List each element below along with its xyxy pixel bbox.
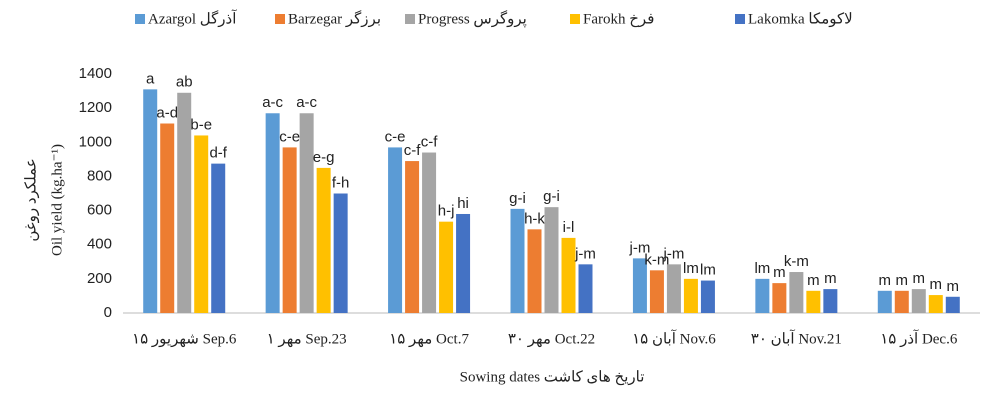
legend-label: Azargol آذرگل <box>148 9 237 27</box>
bar <box>649 270 664 313</box>
legend-label: Progress پروگرس <box>418 9 527 27</box>
x-tick-label: ۱ مهر Sep.23 <box>267 331 347 347</box>
y-tick-label: 400 <box>87 236 112 253</box>
bar-letter: a-c <box>262 94 283 111</box>
bar-letter: m <box>879 272 892 289</box>
bar-letter: g-i <box>543 188 560 205</box>
y-tick-label: 800 <box>87 167 112 184</box>
bar-letter: a-d <box>156 104 178 121</box>
bar <box>772 283 787 313</box>
bar <box>422 152 437 313</box>
bar-letter: ab <box>176 74 193 91</box>
bar-letter: c-e <box>385 128 406 145</box>
bar <box>683 278 698 313</box>
legend-swatch <box>135 14 145 24</box>
bar <box>282 147 297 313</box>
y-tick-label: 600 <box>87 202 112 219</box>
x-tick-label: ۱۵ آبان Nov.6 <box>632 329 716 347</box>
bar <box>194 135 209 313</box>
x-tick-label: ۱۵ مهر Oct.7 <box>389 331 469 347</box>
bar <box>439 221 454 313</box>
bar-letter: a <box>146 70 155 87</box>
x-tick-label: ۱۵ آذر Dec.6 <box>880 329 958 347</box>
bar <box>877 290 892 313</box>
bar-letter: m <box>896 272 909 289</box>
bar-letter: j-m <box>629 239 651 256</box>
bar-letter: hi <box>457 195 469 212</box>
bar-letter: e-g <box>313 149 335 166</box>
bar <box>143 89 158 313</box>
bar-letter: j-m <box>574 245 596 262</box>
bar-letter: lm <box>754 260 770 277</box>
x-axis-title: Sowing dates تاریخ های کاشت <box>460 369 645 385</box>
legend-label: Lakomka لاکومکا <box>748 11 853 27</box>
legend-swatch <box>735 14 745 24</box>
x-tick-label: ۳۰ آبان Nov.21 <box>751 329 842 347</box>
bar <box>561 237 576 313</box>
bar <box>666 264 681 313</box>
bar <box>211 163 226 313</box>
bar-letter: h-j <box>438 203 455 220</box>
bar <box>823 289 838 313</box>
bar-letter: d-f <box>209 145 227 162</box>
x-tick-label: ۳۰ مهر Oct.22 <box>508 331 595 347</box>
bar <box>333 193 348 313</box>
bar <box>928 295 943 313</box>
bar-letter: lm <box>700 262 716 279</box>
bar <box>945 296 960 313</box>
bar-letter: h-k <box>524 210 545 227</box>
bar-letter: k-m <box>644 251 669 268</box>
bar <box>632 258 647 313</box>
bar-letter: g-i <box>509 190 526 207</box>
bar-letter: k-m <box>784 253 809 270</box>
bar <box>578 264 593 313</box>
legend-label: Barzegar برزگر <box>288 9 381 27</box>
bar <box>316 167 331 313</box>
bar-letter: c-e <box>279 128 300 145</box>
bar-letter: j-m <box>663 245 685 262</box>
bar <box>700 280 715 313</box>
bar-letter: a-c <box>296 94 317 111</box>
legend-swatch <box>275 14 285 24</box>
legend-swatch <box>405 14 415 24</box>
bar <box>299 113 314 313</box>
bar-letter: lm <box>683 260 699 277</box>
bar-letter: m <box>824 270 837 287</box>
y-tick-label: 200 <box>87 270 112 287</box>
bar <box>527 229 542 313</box>
x-tick-label: ۱۵ شهریور Sep.6 <box>132 331 237 347</box>
bar <box>456 213 471 313</box>
bar-letter: i-l <box>563 219 575 236</box>
bar <box>544 207 559 313</box>
bar-letter: m <box>773 264 786 281</box>
bar-letter: c-f <box>404 142 421 159</box>
y-axis-title: Oil yield (kg.ha⁻¹) <box>49 144 65 256</box>
bar <box>789 272 804 313</box>
bar-letter: m <box>807 272 820 289</box>
bar <box>265 113 280 313</box>
bar <box>388 147 403 313</box>
bar-letter: f-h <box>332 174 350 191</box>
bar <box>911 289 926 313</box>
y-axis-title-fa: عملکرد روغن <box>23 158 39 241</box>
y-tick-label: 1000 <box>79 133 112 150</box>
bar <box>894 290 909 313</box>
legend-swatch <box>570 14 580 24</box>
bar <box>177 92 192 314</box>
bar-letter: m <box>913 270 926 287</box>
bar-letter: c-f <box>421 133 438 150</box>
legend-label: Farokh فرخ <box>583 11 654 27</box>
bar <box>755 278 770 313</box>
bar <box>405 161 420 313</box>
bar <box>510 208 525 313</box>
bar <box>160 123 175 313</box>
y-tick-label: 1400 <box>79 65 112 82</box>
y-tick-label: 1200 <box>79 99 112 116</box>
bar-letter: b-e <box>190 116 212 133</box>
y-tick-label: 0 <box>104 304 112 321</box>
bar <box>806 290 821 313</box>
bar-letter: m <box>930 276 943 293</box>
bar-letter: m <box>947 278 960 295</box>
